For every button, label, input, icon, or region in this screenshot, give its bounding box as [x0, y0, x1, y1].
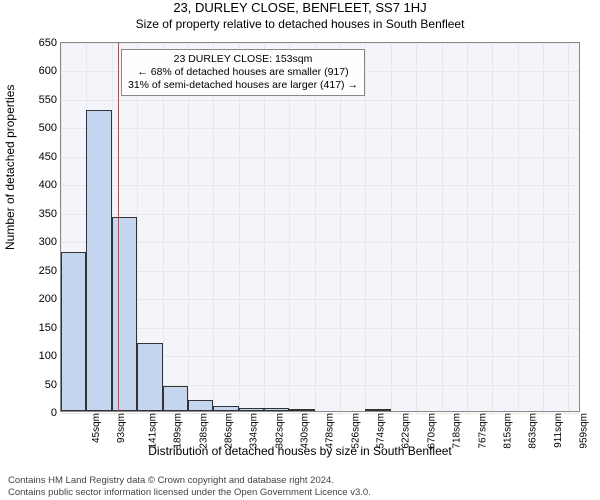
gridline-v	[315, 43, 316, 411]
ytick-label: 600	[39, 65, 61, 77]
y-axis-label: Number of detached properties	[3, 85, 17, 250]
ytick-label: 300	[39, 236, 61, 248]
footer-line: Contains public sector information licen…	[8, 487, 371, 498]
gridline-h	[61, 100, 579, 101]
ytick-label: 250	[39, 265, 61, 277]
footer-line: Contains HM Land Registry data © Crown c…	[8, 475, 371, 486]
gridline-h	[61, 157, 579, 158]
gridline-v	[213, 43, 214, 411]
histogram-bar	[264, 408, 289, 411]
histogram-bar	[112, 217, 137, 411]
gridline-h	[61, 185, 579, 186]
page-title: 23, DURLEY CLOSE, BENFLEET, SS7 1HJ	[0, 0, 600, 15]
histogram-bar	[213, 406, 238, 411]
gridline-h	[61, 299, 579, 300]
annotation-line: 23 DURLEY CLOSE: 153sqm	[128, 53, 358, 66]
ytick-label: 350	[39, 208, 61, 220]
ytick-label: 500	[39, 122, 61, 134]
histogram-plot: 0501001502002503003504004505005506006504…	[60, 42, 580, 412]
histogram-bar	[289, 409, 314, 411]
xtick-label: 911sqm	[553, 413, 564, 448]
ytick-label: 450	[39, 151, 61, 163]
gridline-v	[264, 43, 265, 411]
annotation-line: ← 68% of detached houses are smaller (91…	[128, 66, 358, 79]
histogram-bar	[137, 343, 163, 411]
gridline-h	[61, 128, 579, 129]
ytick-label: 0	[51, 407, 61, 419]
gridline-v	[239, 43, 240, 411]
histogram-bar	[86, 110, 111, 411]
gridline-h	[61, 214, 579, 215]
x-axis-label: Distribution of detached houses by size …	[0, 444, 600, 458]
ytick-label: 650	[39, 37, 61, 49]
gridline-v	[518, 43, 519, 411]
annotation-box: 23 DURLEY CLOSE: 153sqm← 68% of detached…	[121, 49, 365, 96]
xtick-label: 45sqm	[91, 413, 102, 443]
gridline-h	[61, 43, 579, 44]
gridline-v	[568, 43, 569, 411]
gridline-v	[442, 43, 443, 411]
histogram-bar	[188, 400, 213, 411]
ytick-label: 100	[39, 350, 61, 362]
gridline-v	[543, 43, 544, 411]
ytick-label: 400	[39, 179, 61, 191]
gridline-h	[61, 271, 579, 272]
histogram-bar	[365, 409, 390, 411]
chart-subtitle: Size of property relative to detached ho…	[0, 17, 600, 31]
gridline-v	[188, 43, 189, 411]
gridline-v	[416, 43, 417, 411]
footer-attribution: Contains HM Land Registry data © Crown c…	[8, 475, 371, 498]
marker-line	[118, 43, 119, 411]
chart-area: 0501001502002503003504004505005506006504…	[60, 42, 580, 412]
ytick-label: 550	[39, 94, 61, 106]
gridline-h	[61, 242, 579, 243]
xtick-label: 93sqm	[116, 413, 127, 443]
gridline-v	[365, 43, 366, 411]
gridline-h	[61, 413, 579, 414]
histogram-bar	[163, 386, 188, 411]
gridline-v	[163, 43, 164, 411]
histogram-bar	[61, 252, 86, 411]
gridline-h	[61, 328, 579, 329]
gridline-v	[492, 43, 493, 411]
ytick-label: 150	[39, 322, 61, 334]
histogram-bar	[239, 408, 264, 411]
gridline-v	[289, 43, 290, 411]
gridline-v	[340, 43, 341, 411]
gridline-v	[391, 43, 392, 411]
ytick-label: 200	[39, 293, 61, 305]
gridline-v	[467, 43, 468, 411]
annotation-line: 31% of semi-detached houses are larger (…	[128, 79, 358, 92]
ytick-label: 50	[45, 379, 61, 391]
